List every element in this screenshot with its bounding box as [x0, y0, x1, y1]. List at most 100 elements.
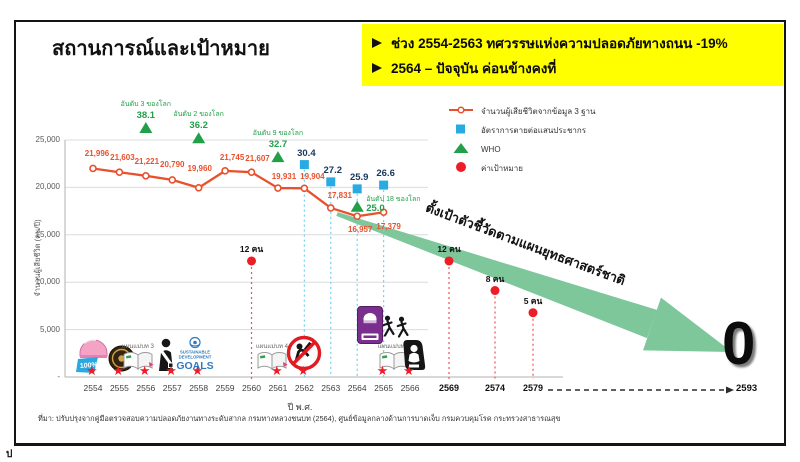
- line-marker-legend-swatch-icon: [448, 103, 474, 121]
- master-plan-label: แผนแม่บท 5: [377, 344, 410, 350]
- master-plan-label: แผนแม่บท 3: [121, 344, 154, 350]
- who-rate-value: 32.7: [268, 139, 288, 151]
- deaths-line-marker-icon: [115, 168, 124, 177]
- target-dot-icon: [528, 308, 538, 318]
- death-rate-value: 26.6: [376, 168, 395, 180]
- deaths-line-marker-icon: [274, 184, 282, 192]
- legend-item-label: WHO: [481, 145, 501, 154]
- milestone-star-icon: ★: [191, 363, 204, 378]
- deaths-value-label: 21,603: [110, 153, 135, 163]
- deaths-line-marker-icon: [168, 176, 177, 184]
- target-arrow-shaft: [336, 212, 657, 339]
- x-tick-label: 2558: [189, 383, 209, 393]
- x-tick-label: 2560: [242, 383, 261, 393]
- svg-text:GOALS: GOALS: [176, 360, 213, 372]
- final-target-year: 2593: [736, 383, 758, 394]
- milestone-star-icon: ★: [86, 363, 98, 378]
- deaths-value-label: 17,379: [376, 222, 401, 232]
- y-tick-label: 5,000: [39, 324, 60, 334]
- death-rate-value: 27.2: [323, 164, 343, 176]
- y-tick-label: 20,000: [35, 182, 60, 192]
- seatbelt-icon: [155, 338, 177, 372]
- deaths-line-marker-icon: [142, 172, 150, 180]
- deaths-value-label: 19,931: [271, 172, 297, 182]
- target-dot-label: 12 คน: [437, 243, 461, 254]
- deaths-line-marker-icon: [89, 164, 97, 173]
- deaths-value-label: 21,221: [134, 156, 160, 166]
- death-rate-square-icon: [352, 184, 362, 194]
- x-tick-label: 2565: [374, 383, 394, 393]
- target-arrow-head: [643, 297, 732, 352]
- legend-item-label: จำนวนผู้เสียชีวิตจากข้อมูล 3 ฐาน: [481, 107, 596, 116]
- x-tick-label: 2556: [136, 383, 156, 393]
- y-tick-label: 25,000: [35, 135, 60, 144]
- milestone-star-icon: ★: [297, 363, 310, 378]
- dashed-line-arrowhead-icon: [726, 386, 734, 394]
- who-triangle-icon: [350, 200, 364, 212]
- who-rank-label: อันดับ 9 ของโลก: [252, 130, 304, 138]
- who-rate-value: 25.0: [366, 202, 385, 214]
- no-drunk-driving-icon: [285, 334, 323, 372]
- x-tick-label: 2557: [162, 383, 182, 393]
- who-triangle-icon: [139, 122, 153, 133]
- target-dot-label: 12 คน: [239, 243, 264, 254]
- x-tick-label: 2564: [347, 383, 367, 393]
- deaths-line-marker-icon: [353, 212, 362, 221]
- child-car-seat-icon: [400, 338, 428, 372]
- deaths-value-label: 21,996: [84, 149, 110, 159]
- deaths-line-marker-icon: [326, 204, 335, 212]
- deaths-line-series: [92, 167, 384, 218]
- deaths-value-label: 16,957: [347, 225, 373, 235]
- pedestrians-icon: [381, 315, 411, 339]
- deaths-line-marker-icon: [221, 167, 229, 175]
- who-triangle-icon: [192, 132, 206, 144]
- triangle-legend-swatch-icon: [448, 141, 474, 159]
- master-plan-label: แผนแม่บท 4: [255, 344, 288, 350]
- x-tick-label: 2566: [400, 383, 420, 393]
- death-rate-square-icon: [379, 180, 389, 190]
- deaths-value-label: 19,960: [187, 163, 212, 173]
- deaths-line-marker-icon: [194, 183, 203, 192]
- x-tick-label: 2559: [215, 383, 235, 393]
- master-plan-book-icon: [122, 350, 154, 372]
- svg-text:100%: 100%: [80, 362, 99, 370]
- source-footnote: ที่มา: ปรับปรุงจากคู่มือตรวจสอบความปลอดภ…: [38, 414, 561, 423]
- x-tick-label: 2561: [268, 383, 288, 393]
- x-tick-label-target-year: 2569: [438, 383, 460, 393]
- milestone-star-icon: ★: [112, 363, 125, 378]
- milestone-star-icon: ★: [403, 363, 415, 378]
- milestone-star-icon: ★: [165, 363, 177, 378]
- deaths-value-label: 20,790: [160, 159, 185, 169]
- square-legend-swatch-icon: [448, 122, 474, 140]
- deaths-line-marker-icon: [300, 184, 309, 193]
- svg-text:DEVELOPMENT: DEVELOPMENT: [178, 355, 211, 360]
- legend-item: WHO: [448, 140, 595, 159]
- y-axis-title: จำนวนผู้เสียชีวิต (คน/ปี): [33, 219, 42, 297]
- y-tick-label: -: [57, 372, 60, 381]
- arrow-bullet-icon: [372, 62, 382, 73]
- death-rate-square-icon: [326, 177, 336, 187]
- y-tick-label: 10,000: [35, 277, 60, 287]
- master-plan-book-icon: [256, 350, 288, 372]
- who-rank-label: อันดับ 18 ของโลก: [366, 195, 421, 203]
- final-target-zero: 0: [722, 310, 756, 377]
- target-dot-icon: [490, 286, 500, 296]
- arrow-bullet-icon: [372, 37, 382, 48]
- x-tick-label-target-year: 2574: [484, 383, 506, 393]
- legend-item-label: อัตราการตายต่อแสนประชากร: [481, 126, 587, 135]
- highlight-text: ช่วง 2554-2563 ทศวรรษแห่งความปลอดภัยทางถ…: [391, 35, 728, 51]
- milestone-star-icon: ★: [376, 363, 389, 378]
- motorcycle-safety-sign-icon: [357, 306, 384, 344]
- x-tick-label-target-year: 2579: [522, 383, 544, 393]
- who-rate-value: 38.1: [136, 110, 156, 121]
- highlight-box: ช่วง 2554-2563 ทศวรรษแห่งความปลอดภัยทางถ…: [362, 24, 783, 86]
- deaths-value-label: 17,831: [327, 190, 352, 200]
- who-rank-label: อันดับ 2 ของโลก: [173, 111, 224, 119]
- legend-item-label: ค่าเป้าหมาย: [481, 164, 523, 173]
- who-triangle-icon: [271, 151, 285, 163]
- death-rate-value: 30.4: [297, 147, 316, 159]
- helmet-100-percent-icon: 100%: [75, 332, 111, 374]
- x-axis-title: ปี พ.ศ.: [287, 402, 313, 412]
